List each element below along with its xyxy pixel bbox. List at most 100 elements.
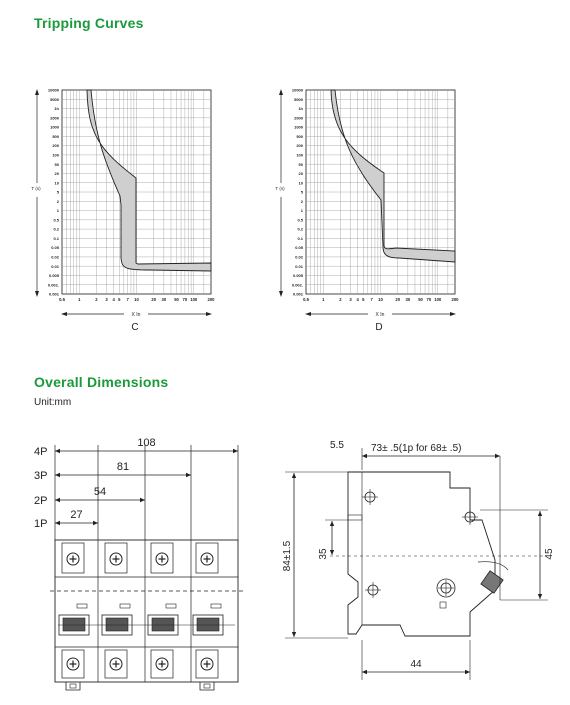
y-tick-label: 1 bbox=[57, 208, 60, 213]
top-terminal-3 bbox=[150, 542, 174, 574]
y-tick-label: 500 bbox=[52, 134, 59, 139]
front-view: 4P 3P 2P 1P 108 81 54 27 bbox=[34, 437, 243, 691]
width-dimension-108-head bbox=[55, 448, 60, 454]
y-tick-label: 1 bbox=[301, 208, 304, 213]
x-tick-label: 1 bbox=[78, 297, 81, 302]
dimension-35-head bbox=[329, 521, 335, 526]
x-tick-label: 30 bbox=[161, 297, 166, 302]
y-tick-label: 0.01 bbox=[295, 264, 304, 269]
y-tick-label: 5000 bbox=[294, 97, 304, 102]
pole-label-4p: 4P bbox=[34, 446, 47, 458]
din-clip bbox=[65, 682, 81, 691]
y-tick-label: 0.2 bbox=[53, 227, 59, 232]
y-tick-label: 1000 bbox=[294, 125, 304, 130]
y-axis-label: T (s) bbox=[275, 186, 285, 191]
dim-45-value: 45 bbox=[544, 548, 555, 560]
x-tick-label: 0.5 bbox=[303, 297, 309, 302]
y-tick-label: 0.001 bbox=[49, 292, 60, 297]
width-dimension-81-head bbox=[186, 472, 191, 478]
small-square bbox=[439, 601, 447, 609]
depth-value: 73± .5(1p for 68± .5) bbox=[371, 443, 461, 454]
y-tick-label: 100 bbox=[296, 153, 303, 158]
width-value: 81 bbox=[117, 461, 129, 473]
x-axis-arrow-head bbox=[305, 312, 311, 316]
y-tick-label: 0.05 bbox=[51, 245, 60, 250]
dim-44-value: 44 bbox=[410, 659, 422, 670]
y-tick-label: 0.002. bbox=[48, 282, 59, 287]
width-value: 54 bbox=[94, 486, 106, 498]
din-clip bbox=[199, 682, 215, 691]
pole-label-3p: 3P bbox=[34, 470, 47, 482]
x-axis-label: X In bbox=[132, 312, 141, 318]
y-tick-label: 500 bbox=[296, 134, 303, 139]
vent-slot bbox=[210, 603, 222, 609]
x-tick-label: 7 bbox=[126, 297, 129, 302]
tripping-curve-c: 10000 5000 1h 2000 1000 500 200 100 50 20 10 5 2 1 0.5… bbox=[31, 88, 215, 333]
side-tab bbox=[347, 514, 363, 521]
y-tick-label: 2000 bbox=[50, 115, 60, 120]
vent-slot bbox=[76, 603, 88, 609]
y-tick-label: 5000 bbox=[50, 97, 60, 102]
y-tick-label: 0.001 bbox=[293, 292, 304, 297]
y-tick-label: 0.005 bbox=[49, 273, 60, 278]
y-tick-label: 50 bbox=[299, 162, 304, 167]
y-tick-label: 50 bbox=[55, 162, 60, 167]
height-value: 84±1.5 bbox=[282, 540, 293, 571]
x-tick-label: 50 bbox=[174, 297, 179, 302]
y-tick-label: 0.005 bbox=[293, 273, 304, 278]
side-outline bbox=[347, 471, 496, 637]
offset-value: 5.5 bbox=[330, 440, 344, 451]
y-tick-label: 1h bbox=[298, 106, 303, 111]
y-tick-label: 10000 bbox=[292, 88, 304, 93]
y-axis-arrow-head bbox=[279, 291, 283, 297]
y-tick-label: 2 bbox=[301, 199, 304, 204]
vent-slot bbox=[165, 603, 177, 609]
y-tick-label: 1h bbox=[54, 106, 59, 111]
y-tick-label: 200 bbox=[52, 143, 59, 148]
x-tick-label: 20 bbox=[151, 297, 156, 302]
x-tick-label: 200 bbox=[208, 297, 216, 302]
y-tick-label: 20 bbox=[299, 171, 304, 176]
x-tick-label: 5 bbox=[118, 297, 121, 302]
height-dimension-head bbox=[291, 473, 297, 478]
y-axis-arrow-head bbox=[35, 291, 39, 297]
depth-dimension-head bbox=[495, 453, 500, 459]
top-terminal-2 bbox=[104, 542, 128, 574]
y-tick-label: 5 bbox=[57, 190, 60, 195]
y-tick-label: 0.002. bbox=[292, 282, 303, 287]
dimension-45-head bbox=[537, 594, 543, 599]
top-terminal-1 bbox=[61, 542, 85, 574]
tripping-band bbox=[330, 89, 456, 263]
bottom-terminal-3 bbox=[150, 649, 174, 679]
side-view: 5.5 73± .5(1p for 68± .5) 84±1.5 35 45 44 bbox=[282, 440, 555, 680]
y-tick-label: 0.02 bbox=[295, 255, 304, 260]
width-dimension-54-head bbox=[140, 497, 145, 503]
width-value: 27 bbox=[70, 509, 82, 521]
y-tick-label: 200 bbox=[296, 143, 303, 148]
dimension-35-head bbox=[329, 550, 335, 555]
x-tick-label: 1 bbox=[322, 297, 325, 302]
din-clip-slot bbox=[203, 683, 211, 689]
x-tick-label: 4 bbox=[113, 297, 116, 302]
x-tick-label: 2 bbox=[95, 297, 98, 302]
y-tick-label: 10 bbox=[299, 180, 304, 185]
y-tick-label: 1000 bbox=[50, 125, 60, 130]
x-tick-label: 3 bbox=[349, 297, 352, 302]
handle bbox=[105, 617, 129, 632]
x-tick-label: 7 bbox=[370, 297, 373, 302]
y-tick-label: 0.2 bbox=[297, 227, 303, 232]
x-axis-arrow-head bbox=[61, 312, 67, 316]
pivot-ring bbox=[436, 578, 456, 598]
y-tick-label: 10 bbox=[55, 180, 60, 185]
top-terminal-4 bbox=[195, 542, 219, 574]
x-tick-label: 2 bbox=[339, 297, 342, 302]
x-tick-label: 0.5 bbox=[59, 297, 65, 302]
x-tick-label: 200 bbox=[452, 297, 460, 302]
width-dimension-54-head bbox=[55, 497, 60, 503]
x-tick-label: 3 bbox=[105, 297, 108, 302]
x-tick-label: 10 bbox=[134, 297, 139, 302]
y-tick-label: 0.1 bbox=[297, 236, 303, 241]
y-tick-label: 2000 bbox=[294, 115, 304, 120]
tripping-curve-d: 10000 5000 1h 2000 1000 500 200 100 50 20 10 5 2 1 0.5… bbox=[275, 88, 459, 333]
pole-label-2p: 2P bbox=[34, 495, 47, 507]
